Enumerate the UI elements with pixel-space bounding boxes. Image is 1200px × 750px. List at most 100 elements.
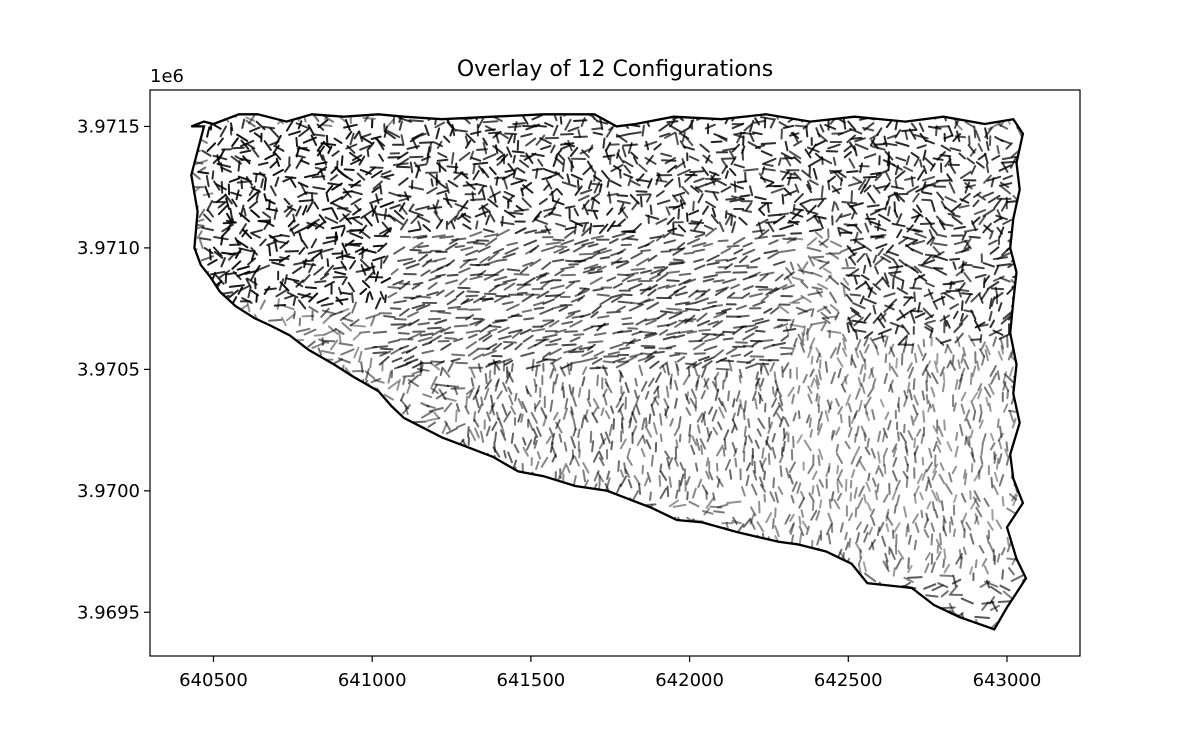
network-edge bbox=[469, 309, 480, 310]
network-edge bbox=[981, 335, 982, 342]
network-edge bbox=[489, 580, 495, 589]
network-edge bbox=[299, 397, 306, 405]
network-edge bbox=[1007, 336, 1008, 347]
network-edge bbox=[333, 499, 346, 502]
network-edge bbox=[298, 420, 303, 426]
network-edge bbox=[728, 623, 734, 630]
network-edge bbox=[218, 139, 223, 145]
network-edge bbox=[839, 582, 847, 587]
network-edge bbox=[844, 287, 846, 296]
network-edge bbox=[427, 474, 439, 478]
network-edge bbox=[713, 208, 716, 216]
network-edge bbox=[331, 175, 337, 180]
network-edge bbox=[379, 470, 391, 472]
network-edge bbox=[211, 626, 218, 632]
network-edge bbox=[327, 194, 329, 202]
network-edge bbox=[559, 487, 564, 495]
network-edge bbox=[565, 231, 574, 238]
network-edge bbox=[904, 472, 908, 478]
network-edge bbox=[222, 574, 230, 580]
network-edge bbox=[773, 235, 785, 236]
network-edge bbox=[186, 585, 194, 589]
network-edge bbox=[999, 440, 1001, 448]
network-edge bbox=[791, 263, 794, 270]
network-edge bbox=[934, 268, 943, 269]
network-edge bbox=[200, 442, 205, 450]
network-edge bbox=[717, 610, 723, 615]
y-tick-label: 3.9710 bbox=[77, 238, 140, 259]
network-edge bbox=[315, 488, 324, 492]
network-edge bbox=[559, 533, 567, 536]
network-edge bbox=[652, 456, 653, 466]
network-edge bbox=[816, 141, 825, 146]
network-edge bbox=[1023, 418, 1036, 420]
network-edge bbox=[284, 531, 288, 537]
network-edge bbox=[551, 146, 555, 153]
network-edge bbox=[842, 385, 845, 392]
network-edge bbox=[314, 134, 325, 135]
network-edge bbox=[475, 428, 479, 437]
network-edge bbox=[740, 195, 749, 196]
network-edge bbox=[294, 112, 303, 114]
network-edge bbox=[296, 405, 300, 415]
network-edge bbox=[944, 284, 955, 285]
network-edge bbox=[274, 551, 276, 559]
network-edge bbox=[192, 289, 194, 296]
network-edge bbox=[456, 130, 467, 131]
network-edge bbox=[608, 179, 610, 187]
network-edge bbox=[773, 478, 774, 487]
network-edge bbox=[885, 374, 887, 383]
network-edge bbox=[945, 565, 950, 573]
network-edge bbox=[651, 205, 652, 214]
network-edge bbox=[703, 206, 708, 214]
network-edge bbox=[822, 629, 831, 631]
network-edge bbox=[274, 413, 283, 419]
network-edge bbox=[316, 528, 327, 531]
network-edge bbox=[920, 493, 923, 499]
network-edge bbox=[976, 560, 977, 567]
network-edge bbox=[255, 623, 264, 626]
network-edge bbox=[987, 142, 989, 150]
network-edge bbox=[497, 548, 507, 553]
network-edge bbox=[340, 343, 353, 345]
network-edge bbox=[803, 522, 807, 529]
network-edge bbox=[630, 521, 642, 522]
chart-title: Overlay of 12 Configurations bbox=[457, 57, 773, 82]
network-edge bbox=[876, 466, 879, 473]
network-edge bbox=[897, 481, 900, 489]
network-edge bbox=[267, 392, 271, 400]
network-edge bbox=[314, 499, 323, 500]
network-edge bbox=[836, 111, 845, 112]
network-edge bbox=[232, 148, 244, 149]
network-edge bbox=[913, 405, 917, 414]
network-edge bbox=[545, 529, 551, 537]
network-edge bbox=[711, 599, 718, 608]
network-edge bbox=[776, 493, 778, 503]
network-edge bbox=[397, 509, 408, 513]
network-edge bbox=[927, 463, 932, 472]
network-edge bbox=[442, 578, 450, 587]
network-edge bbox=[222, 552, 232, 560]
network-edge bbox=[783, 363, 788, 372]
network-edge bbox=[446, 604, 456, 610]
network-edge bbox=[430, 551, 442, 554]
network-edge bbox=[522, 491, 525, 502]
network-edge bbox=[565, 331, 577, 332]
network-edge bbox=[542, 230, 551, 231]
network-edge bbox=[765, 404, 766, 412]
network-edge bbox=[611, 608, 618, 614]
network-edge bbox=[527, 600, 532, 609]
network-edge bbox=[349, 531, 357, 537]
network-edge bbox=[477, 468, 480, 478]
network-edge bbox=[886, 354, 887, 362]
network-edge bbox=[728, 246, 739, 247]
network-edge bbox=[762, 151, 772, 155]
network-edge bbox=[269, 246, 270, 256]
network-edge bbox=[678, 357, 685, 361]
network-edge bbox=[300, 517, 308, 521]
network-edge bbox=[813, 629, 824, 630]
network-edge bbox=[549, 213, 560, 215]
network-edge bbox=[893, 224, 905, 226]
network-edge bbox=[504, 342, 516, 343]
network-edge bbox=[538, 452, 540, 459]
